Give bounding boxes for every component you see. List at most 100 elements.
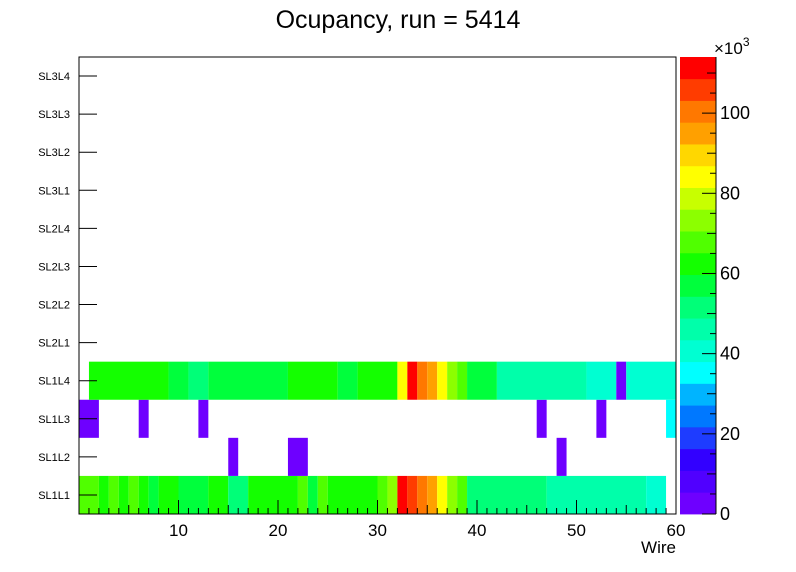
- heatmap-cell: [377, 475, 388, 514]
- heatmap-cell: [297, 475, 308, 514]
- heatmap-cell: [586, 361, 617, 400]
- heatmap-cell: [228, 437, 239, 476]
- x-tick-label: 60: [667, 521, 686, 540]
- y-tick-label: SL1L3: [38, 414, 70, 426]
- color-scale-band: [680, 339, 716, 363]
- color-scale-bar: [680, 57, 716, 515]
- heatmap-cell: [188, 361, 209, 400]
- color-scale-band: [680, 187, 716, 210]
- y-tick-label: SL1L1: [38, 490, 70, 502]
- y-tick-label: SL3L3: [38, 109, 70, 121]
- heatmap-cells: [79, 361, 676, 514]
- heatmap-cell: [417, 475, 428, 514]
- x-tick-label: 20: [269, 521, 288, 540]
- color-scale-band: [680, 78, 716, 101]
- heatmap-cell: [108, 475, 119, 514]
- heatmap-cell: [596, 399, 607, 438]
- z-tick-label: 0: [720, 504, 730, 524]
- heatmap-cell: [178, 475, 209, 514]
- heatmap-cell: [457, 475, 468, 514]
- heatmap-cell: [626, 361, 676, 400]
- color-scale-band: [680, 426, 716, 450]
- heatmap-cell: [357, 361, 398, 400]
- heatmap-cell: [407, 475, 418, 514]
- heatmap-cell: [427, 361, 438, 400]
- x-tick-label: 10: [169, 521, 188, 540]
- heatmap-cell: [447, 361, 458, 400]
- heatmap-cell: [138, 475, 149, 514]
- plot-frame: [78, 56, 677, 515]
- x-tick-label: 40: [468, 521, 487, 540]
- heatmap-cell: [616, 361, 627, 400]
- heatmap-cell: [88, 361, 169, 400]
- heatmap-cell: [556, 437, 567, 476]
- heatmap-cell: [317, 475, 328, 514]
- color-scale-band: [680, 361, 716, 384]
- y-tick-label: SL3L4: [38, 71, 70, 83]
- heatmap-cell: [287, 437, 308, 476]
- color-scale-band: [680, 274, 716, 297]
- y-tick-label: SL3L2: [38, 147, 70, 159]
- color-scale-band: [680, 231, 716, 254]
- heatmap-cell: [417, 361, 428, 400]
- heatmap-cell: [98, 475, 109, 514]
- heatmap-cell: [138, 399, 149, 438]
- heatmap-cell: [248, 475, 298, 514]
- heatmap-cell: [287, 361, 338, 400]
- y-tick-label: SL2L2: [38, 300, 70, 312]
- heatmap-cell: [437, 361, 448, 400]
- z-tick-label: 40: [720, 344, 740, 364]
- heatmap-cell: [496, 361, 587, 400]
- color-scale-band: [680, 383, 716, 406]
- heatmap-cell: [228, 475, 249, 514]
- color-scale-band: [680, 144, 716, 167]
- y-tick-label: SL2L1: [38, 338, 70, 350]
- color-scale-band: [680, 405, 716, 428]
- z-tick-label: 100: [720, 103, 750, 123]
- heatmap-cell: [546, 475, 647, 514]
- heatmap-cell: [307, 475, 318, 514]
- y-tick-label: SL1L4: [38, 376, 70, 388]
- color-scale-multiplier: ×103: [714, 35, 750, 58]
- chart-title: Ocupancy, run = 5414: [276, 6, 521, 34]
- color-scale-band: [680, 296, 716, 319]
- z-tick-label: 20: [720, 424, 740, 444]
- heatmap-cell: [467, 475, 547, 514]
- heatmap-cell: [646, 475, 667, 514]
- y-tick-label: SL3L1: [38, 185, 70, 197]
- heatmap-cell: [397, 361, 408, 400]
- color-scale-band: [680, 492, 716, 515]
- heatmap-cell: [407, 361, 418, 400]
- color-scale-multiplier-base: ×10: [714, 39, 743, 58]
- x-axis-label: Wire: [641, 538, 676, 557]
- color-scale-band: [680, 57, 716, 80]
- heatmap-cell: [437, 475, 448, 514]
- color-scale-band: [680, 448, 716, 471]
- heatmap-cell: [397, 475, 408, 514]
- color-scale-band: [680, 100, 716, 123]
- heatmap-cell: [168, 361, 189, 400]
- color-scale-multiplier-exponent: 3: [743, 35, 750, 49]
- heatmap-cell: [427, 475, 438, 514]
- heatmap-cell: [387, 475, 398, 514]
- y-tick-label: SL2L4: [38, 223, 70, 235]
- heatmap-cell: [457, 361, 468, 400]
- x-axis: 10 20 30 40 50 60: [78, 500, 686, 540]
- heatmap-cell: [128, 475, 139, 514]
- heatmap-cell: [447, 475, 458, 514]
- heatmap-cell: [158, 475, 179, 514]
- y-tick-label: SL1L2: [38, 452, 70, 464]
- z-tick-label: 80: [720, 183, 740, 203]
- heatmap-cell: [327, 475, 378, 514]
- color-scale-band: [680, 122, 716, 145]
- color-scale-band: [680, 165, 716, 188]
- color-scale-band: [680, 209, 716, 232]
- heatmap-cell: [208, 475, 229, 514]
- color-scale-band: [680, 470, 716, 493]
- heatmap-cell: [148, 475, 159, 514]
- heatmap-cell: [208, 361, 288, 400]
- heatmap-cell: [536, 399, 547, 438]
- heatmap-cell: [666, 399, 676, 438]
- z-tick-label: 60: [720, 263, 740, 283]
